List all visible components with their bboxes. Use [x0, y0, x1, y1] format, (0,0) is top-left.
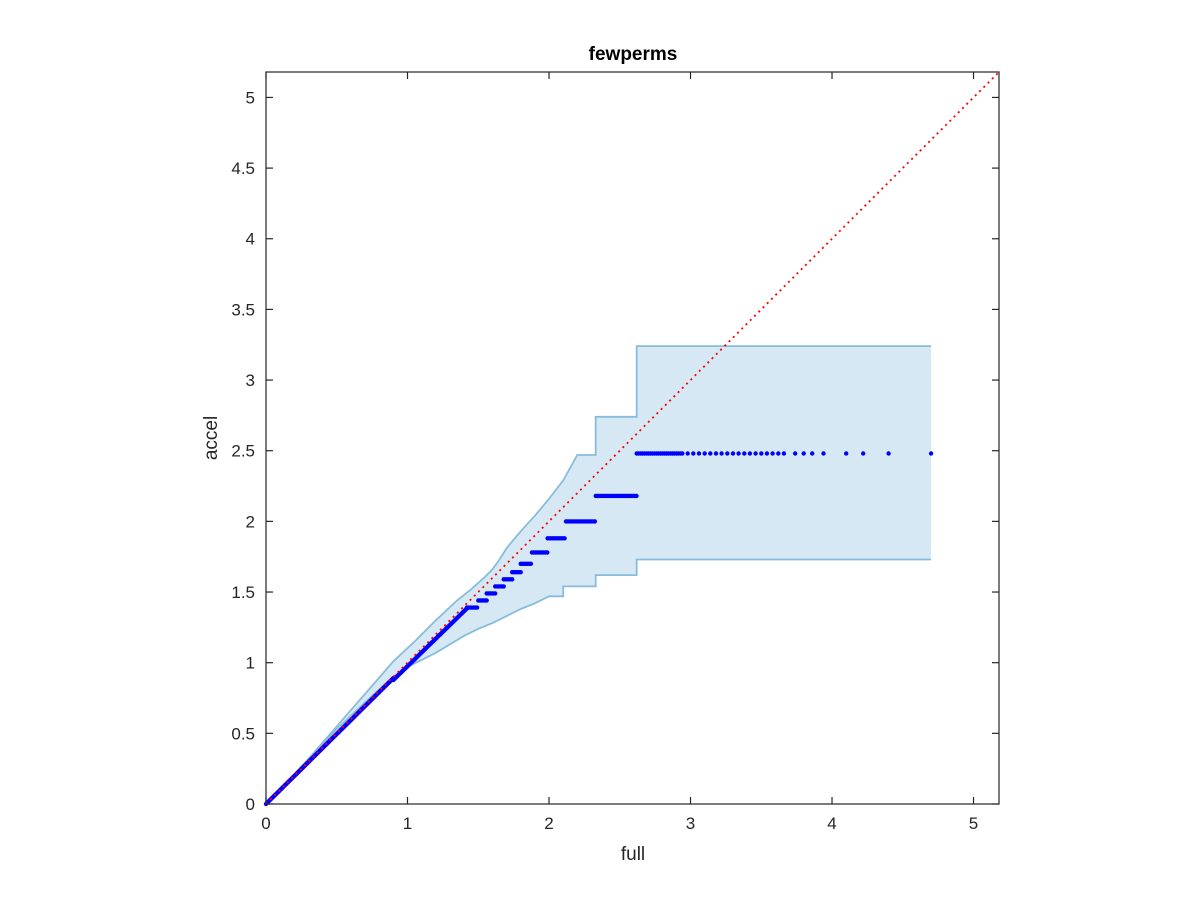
- data-point: [510, 577, 515, 582]
- data-point: [759, 451, 764, 456]
- data-point: [680, 451, 685, 456]
- data-point: [730, 451, 736, 456]
- y-tick-label: 2.5: [231, 442, 255, 461]
- y-tick-label: 3.5: [231, 300, 255, 319]
- data-point: [821, 451, 826, 456]
- y-tick-label: 1: [246, 654, 255, 673]
- x-tick-label: 3: [686, 814, 695, 833]
- data-point: [781, 451, 787, 456]
- x-tick-label: 2: [544, 814, 553, 833]
- data-point: [764, 451, 770, 456]
- y-axis-title: accel: [201, 416, 222, 460]
- data-point: [691, 451, 696, 456]
- y-tick-label: 4.5: [231, 159, 255, 178]
- axes-frame: [265, 71, 1000, 805]
- data-point: [801, 451, 806, 456]
- y-tick-label: 0.5: [231, 724, 255, 743]
- chart-title: fewperms: [589, 44, 678, 65]
- data-point: [484, 598, 489, 603]
- x-tick-label: 0: [261, 814, 270, 833]
- data-point: [861, 451, 866, 456]
- data-point: [770, 451, 775, 456]
- data-points: [263, 451, 934, 807]
- data-point: [702, 451, 707, 456]
- data-point: [742, 451, 747, 456]
- y-tick-label: 2: [246, 512, 255, 531]
- data-point: [747, 451, 753, 456]
- band-lower-edge: [265, 558, 932, 805]
- data-point: [592, 519, 598, 524]
- data-point: [518, 570, 523, 575]
- y-tick-label: 0: [246, 795, 255, 814]
- axes-box: [265, 71, 1000, 805]
- data-point: [696, 451, 702, 456]
- data-point: [474, 605, 480, 610]
- x-tick-label: 5: [969, 814, 978, 833]
- x-tick-label: 1: [403, 814, 412, 833]
- data-point: [793, 451, 798, 456]
- data-point: [753, 451, 758, 456]
- data-point: [719, 451, 724, 456]
- data-point: [928, 451, 934, 456]
- data-point: [634, 493, 639, 499]
- x-axis-ticks: 0 1 2 3 4 5: [261, 72, 978, 833]
- x-tick-label: 4: [827, 814, 836, 833]
- y-tick-label: 5: [246, 88, 255, 107]
- y-tick-label: 1.5: [231, 583, 255, 602]
- plot-area: [263, 71, 1000, 807]
- x-axis-title: full: [621, 844, 645, 865]
- data-point: [736, 451, 741, 456]
- data-point: [708, 451, 713, 456]
- data-point: [528, 561, 534, 566]
- data-point: [493, 591, 498, 596]
- y-axis-ticks: 0 0.5 1 1.5 2 2.5 3 3.5 4 4.5 5: [231, 88, 999, 814]
- data-point: [776, 451, 781, 456]
- data-point: [886, 451, 891, 456]
- data-point: [562, 536, 567, 541]
- data-point: [844, 451, 849, 456]
- y-tick-label: 4: [246, 230, 255, 249]
- data-point: [810, 451, 815, 456]
- data-point: [713, 451, 719, 456]
- y-tick-label: 3: [246, 371, 255, 390]
- data-point: [725, 451, 730, 456]
- reference-diagonal-line: [265, 71, 1000, 805]
- data-point: [545, 550, 550, 555]
- data-point: [685, 451, 690, 456]
- data-point: [501, 584, 506, 589]
- band-upper-edge: [265, 345, 932, 805]
